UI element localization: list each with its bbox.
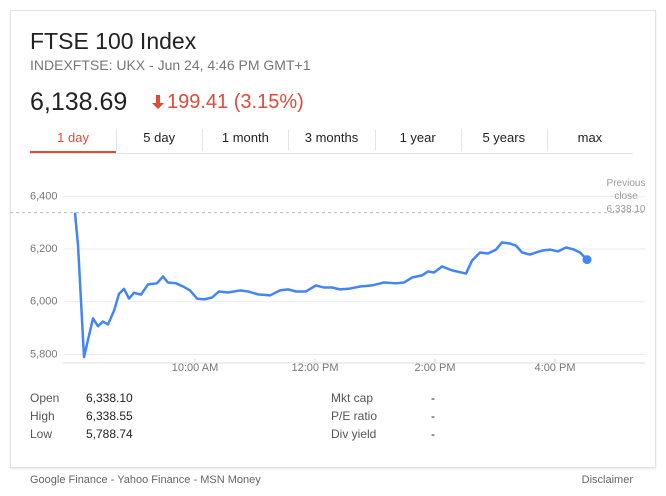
y-tick-label: 6,400 bbox=[30, 190, 58, 202]
title: FTSE 100 Index bbox=[30, 28, 197, 54]
stat-label: P/E ratio bbox=[331, 409, 378, 423]
range-tab[interactable]: max bbox=[546, 125, 633, 153]
footer-sources[interactable]: Google Finance - Yahoo Finance - MSN Mon… bbox=[30, 474, 261, 486]
price: 6,138.69 bbox=[30, 88, 128, 116]
stat-value: - bbox=[431, 409, 435, 423]
range-tab[interactable]: 1 day bbox=[30, 125, 117, 153]
price-line bbox=[73, 212, 588, 359]
range-tabs: 1 day 5 day 1 month 3 months 1 year 5 years ma… bbox=[30, 125, 633, 154]
down-arrow bbox=[152, 95, 164, 109]
range-tab[interactable]: 5 years bbox=[460, 125, 547, 153]
previous-close-label: Previous close bbox=[606, 178, 646, 202]
stat-label: Mkt cap bbox=[331, 391, 374, 405]
range-tab[interactable]: 5 day bbox=[116, 125, 202, 153]
card bbox=[10, 10, 656, 468]
x-tick-label: 4:00 PM bbox=[535, 362, 576, 374]
y-tick-label: 6,200 bbox=[30, 243, 58, 255]
stat-value: 5,788.74 bbox=[86, 427, 133, 441]
disclaimer-link[interactable]: Disclaimer bbox=[581, 474, 633, 486]
x-tick-label: 10:00 AM bbox=[172, 362, 218, 374]
y-tick-label: 5,800 bbox=[30, 348, 58, 360]
range-tab[interactable]: 1 month bbox=[202, 125, 288, 153]
stat-label: High bbox=[30, 409, 55, 423]
last-point bbox=[582, 255, 592, 265]
x-tick-label: 2:00 PM bbox=[415, 362, 456, 374]
previous-close-value: 6,338.10 bbox=[606, 204, 646, 215]
stat-label: Open bbox=[30, 391, 60, 405]
x-tick-label: 12:00 PM bbox=[291, 362, 338, 374]
range-tab[interactable]: 1 year bbox=[374, 125, 461, 153]
range-tab[interactable]: 3 months bbox=[288, 125, 374, 153]
stat-value: - bbox=[431, 427, 435, 441]
subtitle: INDEXFTSE: UKX - Jun 24, 4:46 PM GMT+1 bbox=[30, 57, 311, 73]
y-tick-label: 6,000 bbox=[30, 296, 58, 308]
previous-close: Previous close 6,338.10 bbox=[598, 177, 654, 216]
stat-value: 6,338.10 bbox=[86, 391, 133, 405]
price-change: 199.41 (3.15%) bbox=[167, 91, 304, 113]
stat-label: Div yield bbox=[331, 427, 377, 441]
stat-value: - bbox=[431, 391, 435, 405]
stat-value: 6,338.55 bbox=[86, 409, 133, 423]
stat-label: Low bbox=[30, 427, 53, 441]
